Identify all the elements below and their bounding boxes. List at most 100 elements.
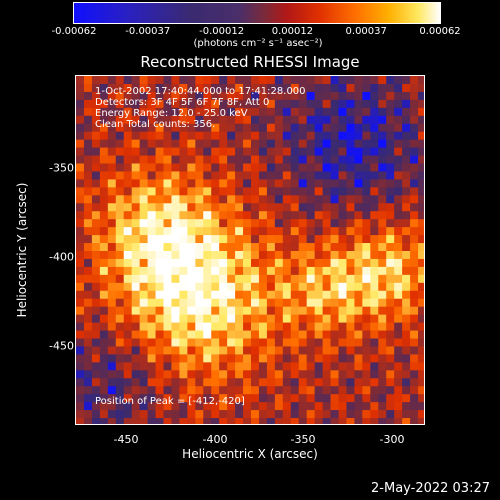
heatmap-cell bbox=[394, 83, 403, 93]
heatmap-cell bbox=[219, 99, 228, 109]
heatmap-cell bbox=[203, 171, 212, 180]
heatmap-cell bbox=[115, 378, 125, 387]
heatmap-cell bbox=[163, 386, 173, 395]
heatmap-cell bbox=[266, 282, 276, 292]
heatmap-cell bbox=[298, 410, 308, 419]
heatmap-cell bbox=[282, 410, 292, 419]
heatmap-cell bbox=[179, 290, 188, 300]
heatmap-cell bbox=[219, 123, 228, 133]
heatmap-cell bbox=[290, 203, 300, 212]
heatmap-cell bbox=[338, 107, 348, 117]
heatmap-cell bbox=[139, 83, 149, 93]
heatmap-cell bbox=[99, 131, 109, 141]
heatmap-cell bbox=[258, 219, 268, 228]
heatmap-cell bbox=[354, 402, 363, 411]
heatmap-cell bbox=[107, 251, 117, 260]
heatmap-cell bbox=[322, 219, 332, 228]
heatmap-cell bbox=[211, 386, 220, 395]
x-tick-label: -400 bbox=[202, 433, 228, 446]
heatmap-cell bbox=[99, 187, 109, 196]
heatmap-cell bbox=[131, 418, 141, 424]
heatmap-cell bbox=[322, 227, 332, 236]
heatmap-cell bbox=[346, 306, 355, 316]
heatmap-cell bbox=[139, 282, 149, 292]
heatmap-cell bbox=[76, 211, 85, 220]
heatmap-cell bbox=[195, 203, 204, 212]
heatmap-cell bbox=[76, 330, 85, 340]
heatmap-cell bbox=[227, 362, 236, 371]
heatmap-cell bbox=[219, 410, 228, 419]
heatmap-cell bbox=[171, 187, 180, 196]
heatmap-cell bbox=[362, 338, 371, 348]
heatmap-cell bbox=[394, 251, 403, 260]
heatmap-cell bbox=[211, 187, 220, 196]
heatmap-cell bbox=[131, 251, 141, 260]
heatmap-cell bbox=[211, 76, 220, 85]
heatmap-cell bbox=[219, 314, 228, 324]
heatmap-cell bbox=[155, 99, 165, 109]
heatmap-cell bbox=[298, 219, 308, 228]
heatmap-cell bbox=[306, 251, 316, 260]
heatmap-cell bbox=[83, 322, 93, 332]
heatmap-cell bbox=[274, 99, 284, 109]
heatmap-cell bbox=[91, 402, 101, 411]
heatmap-cell bbox=[131, 147, 141, 157]
heatmap-cell bbox=[83, 243, 93, 252]
heatmap-cell bbox=[354, 362, 363, 371]
heatmap-cell bbox=[171, 290, 180, 300]
heatmap-cell bbox=[354, 195, 363, 204]
heatmap-cell bbox=[107, 290, 117, 300]
heatmap-cell bbox=[115, 298, 125, 308]
heatmap-cell bbox=[282, 147, 292, 157]
heatmap-cell bbox=[354, 219, 363, 228]
heatmap-cell bbox=[219, 362, 228, 371]
heatmap-cell bbox=[187, 362, 196, 371]
heatmap-cell bbox=[330, 107, 340, 117]
heatmap-cell bbox=[258, 402, 268, 411]
heatmap-cell bbox=[266, 314, 276, 324]
heatmap-cell bbox=[394, 155, 403, 165]
heatmap-cell bbox=[322, 402, 332, 411]
heatmap-cell bbox=[370, 354, 379, 363]
heatmap-cell bbox=[211, 195, 220, 204]
heatmap-cell bbox=[115, 338, 125, 348]
heatmap-cell bbox=[274, 306, 284, 316]
heatmap-cell bbox=[354, 258, 363, 268]
heatmap-cell bbox=[195, 258, 204, 268]
heatmap-cell bbox=[155, 298, 165, 308]
heatmap-cell bbox=[258, 179, 268, 188]
heatmap-cell bbox=[163, 187, 173, 196]
heatmap-cell bbox=[274, 131, 284, 141]
heatmap-cell bbox=[322, 76, 332, 85]
heatmap-cell bbox=[410, 83, 419, 93]
heatmap-cell bbox=[290, 243, 300, 252]
heatmap-cell bbox=[76, 274, 85, 284]
heatmap-cell bbox=[131, 258, 141, 268]
heatmap-cell bbox=[338, 227, 348, 236]
heatmap-cell bbox=[386, 155, 395, 165]
heatmap-cell bbox=[76, 163, 85, 173]
heatmap-cell bbox=[115, 139, 125, 149]
heatmap-cell bbox=[402, 155, 411, 165]
heatmap-cell bbox=[107, 370, 117, 379]
heatmap-cell bbox=[187, 258, 196, 268]
heatmap-cell bbox=[346, 394, 355, 403]
heatmap-cell bbox=[211, 290, 220, 300]
heatmap-cell bbox=[147, 155, 157, 165]
heatmap-cell bbox=[282, 386, 292, 395]
heatmap-cell bbox=[235, 251, 244, 260]
heatmap-cell bbox=[330, 76, 340, 85]
heatmap-cell bbox=[83, 418, 93, 424]
heatmap-cell bbox=[306, 235, 316, 244]
heatmap-cell bbox=[131, 394, 141, 403]
heatmap-cell bbox=[76, 195, 85, 204]
heatmap-cell bbox=[131, 290, 141, 300]
heatmap-cell bbox=[123, 76, 133, 85]
heatmap-cell bbox=[298, 227, 308, 236]
heatmap-cell bbox=[322, 282, 332, 292]
heatmap-cell bbox=[386, 83, 395, 93]
heatmap-cell bbox=[99, 76, 109, 85]
heatmap-cell bbox=[362, 402, 371, 411]
heatmap-cell bbox=[338, 155, 348, 165]
heatmap-cell bbox=[163, 378, 173, 387]
